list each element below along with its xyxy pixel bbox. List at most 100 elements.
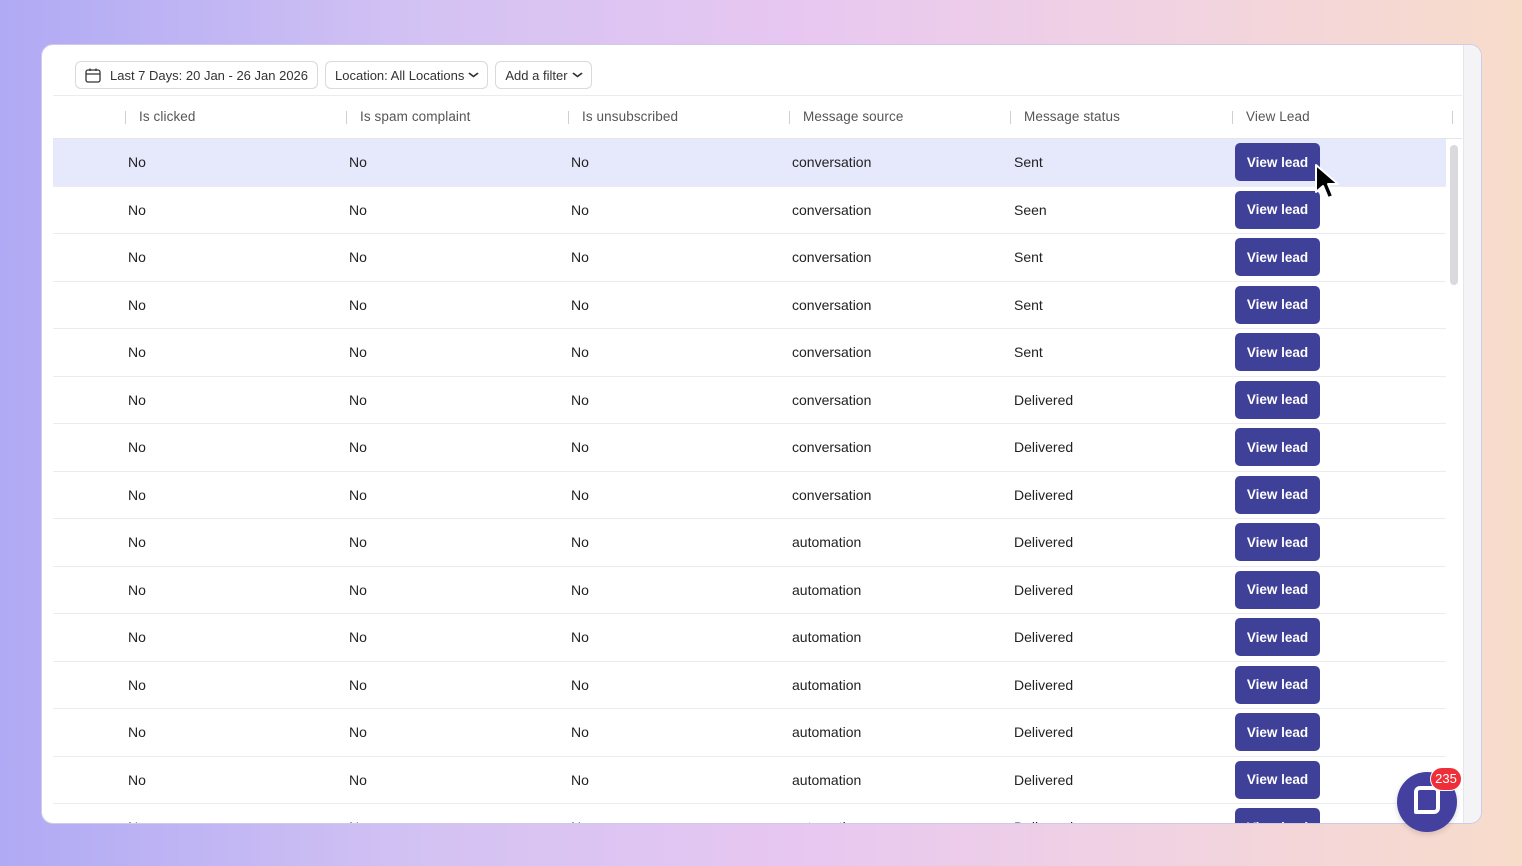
cell-is-unsubscribed: No: [571, 534, 589, 550]
column-divider[interactable]: [125, 111, 126, 124]
cell-message-status: Sent: [1014, 344, 1043, 360]
date-range-filter[interactable]: Last 7 Days: 20 Jan - 26 Jan 2026: [75, 61, 319, 89]
cell-message-source: automation: [792, 581, 862, 598]
table-row[interactable]: No No No conversation Seen View lead: [53, 187, 1446, 234]
table-row[interactable]: No No No automation Delivered View lead: [53, 709, 1446, 757]
view-lead-button[interactable]: View lead: [1235, 760, 1320, 799]
cell-message-status: Sent: [1014, 249, 1043, 265]
view-lead-button[interactable]: View lead: [1235, 808, 1320, 823]
column-divider[interactable]: [789, 111, 790, 124]
column-header-view-lead[interactable]: View Lead: [1232, 96, 1310, 138]
cell-is-spam-complaint: No: [349, 771, 367, 788]
table-row[interactable]: No No No conversation Sent View lead: [53, 282, 1446, 329]
column-header-message-status[interactable]: Message status: [1010, 96, 1120, 138]
cell-message-status: Delivered: [1014, 486, 1074, 503]
cell-is-spam-complaint: No: [349, 439, 367, 455]
table-row[interactable]: No No No automation Delivered View lead: [53, 757, 1446, 804]
cell-message-status: Delivered: [1014, 534, 1074, 550]
column-divider[interactable]: [568, 111, 569, 124]
notification-badge: 235: [1430, 767, 1462, 791]
view-lead-button[interactable]: View lead: [1235, 143, 1320, 181]
table-row[interactable]: No No No automation Delivered View lead: [53, 804, 1446, 823]
view-lead-button[interactable]: View lead: [1235, 428, 1320, 466]
cell-is-spam-complaint: No: [349, 581, 367, 598]
table-row[interactable]: No No No conversation Delivered View lead: [53, 424, 1446, 472]
cell-is-unsubscribed: No: [571, 439, 589, 455]
cell-is-unsubscribed: No: [571, 804, 589, 823]
column-header-label: View Lead: [1246, 109, 1310, 124]
view-lead-button[interactable]: View lead: [1235, 523, 1320, 561]
column-divider[interactable]: [346, 111, 347, 124]
table-row[interactable]: No No No conversation Sent View lead: [53, 329, 1446, 377]
table-row[interactable]: No No No conversation Sent View lead: [53, 139, 1446, 187]
location-filter[interactable]: Location: All Locations: [325, 61, 489, 89]
cell-is-clicked: No: [128, 804, 146, 823]
cell-message-source: automation: [792, 534, 862, 550]
cell-message-status: Seen: [1014, 201, 1047, 218]
view-lead-button[interactable]: View lead: [1235, 475, 1320, 514]
cell-is-clicked: No: [128, 344, 146, 360]
cell-is-clicked: No: [128, 629, 146, 645]
cell-is-unsubscribed: No: [571, 486, 589, 503]
chat-icon: [1414, 786, 1440, 814]
view-lead-button[interactable]: View lead: [1235, 380, 1320, 419]
column-header-is-spam-complaint[interactable]: Is spam complaint: [346, 96, 471, 138]
cell-is-clicked: No: [128, 154, 146, 170]
chevron-down-icon: [571, 70, 583, 80]
cell-message-status: Delivered: [1014, 581, 1074, 598]
messages-table: Is clicked Is spam complaint Is unsubscr…: [53, 95, 1462, 823]
view-lead-button[interactable]: View lead: [1235, 665, 1320, 704]
cell-is-clicked: No: [128, 534, 146, 550]
table-body: No No No conversation Sent View lead No No No con…: [53, 139, 1462, 823]
cell-is-unsubscribed: No: [571, 724, 589, 740]
add-filter-button[interactable]: Add a filter: [495, 61, 592, 89]
column-header-is-clicked[interactable]: Is clicked: [125, 96, 196, 138]
cell-is-spam-complaint: No: [349, 344, 367, 360]
cell-message-status: Sent: [1014, 154, 1043, 170]
cell-message-source: conversation: [792, 249, 872, 265]
cell-is-spam-complaint: No: [349, 676, 367, 693]
table-row[interactable]: No No No conversation Sent View lead: [53, 234, 1446, 282]
column-divider[interactable]: [1010, 111, 1011, 124]
view-lead-button[interactable]: View lead: [1235, 333, 1320, 371]
location-filter-label: Location: All Locations: [335, 67, 465, 83]
column-header-label: Is clicked: [139, 109, 196, 124]
add-filter-label: Add a filter: [505, 67, 568, 83]
vertical-scrollbar[interactable]: [1448, 141, 1460, 821]
table-row[interactable]: No No No automation Delivered View lead: [53, 662, 1446, 709]
column-header-is-unsubscribed[interactable]: Is unsubscribed: [568, 96, 678, 138]
cell-is-unsubscribed: No: [571, 771, 589, 788]
cell-is-clicked: No: [128, 201, 146, 218]
view-lead-button[interactable]: View lead: [1235, 618, 1320, 656]
cell-is-spam-complaint: No: [349, 724, 367, 740]
filter-bar: Last 7 Days: 20 Jan - 26 Jan 2026 Locati…: [75, 59, 592, 91]
cell-is-spam-complaint: No: [349, 296, 367, 313]
cell-is-clicked: No: [128, 296, 146, 313]
view-lead-button[interactable]: View lead: [1235, 570, 1320, 609]
table-row[interactable]: No No No conversation Delivered View lead: [53, 377, 1446, 424]
cell-is-clicked: No: [128, 771, 146, 788]
view-lead-button[interactable]: View lead: [1235, 238, 1320, 276]
cell-message-source: automation: [792, 676, 862, 693]
column-header-label: Message status: [1024, 109, 1120, 124]
cell-is-clicked: No: [128, 486, 146, 503]
cell-is-unsubscribed: No: [571, 249, 589, 265]
table-row[interactable]: No No No automation Delivered View lead: [53, 519, 1446, 567]
cell-message-status: Delivered: [1014, 439, 1074, 455]
cell-message-source: conversation: [792, 344, 872, 360]
view-lead-button[interactable]: View lead: [1235, 713, 1320, 751]
cell-message-source: automation: [792, 771, 862, 788]
view-lead-button[interactable]: View lead: [1235, 285, 1320, 324]
cell-is-clicked: No: [128, 676, 146, 693]
column-divider[interactable]: [1452, 111, 1453, 124]
table-row[interactable]: No No No automation Delivered View lead: [53, 614, 1446, 662]
table-row[interactable]: No No No automation Delivered View lead: [53, 567, 1446, 614]
cell-is-unsubscribed: No: [571, 629, 589, 645]
column-header-message-source[interactable]: Message source: [789, 96, 903, 138]
column-divider[interactable]: [1232, 111, 1233, 124]
scrollbar-thumb[interactable]: [1450, 145, 1458, 285]
table-row[interactable]: No No No conversation Delivered View lead: [53, 472, 1446, 519]
cell-is-spam-complaint: No: [349, 804, 367, 823]
view-lead-button[interactable]: View lead: [1235, 190, 1320, 229]
cell-is-clicked: No: [128, 391, 146, 408]
